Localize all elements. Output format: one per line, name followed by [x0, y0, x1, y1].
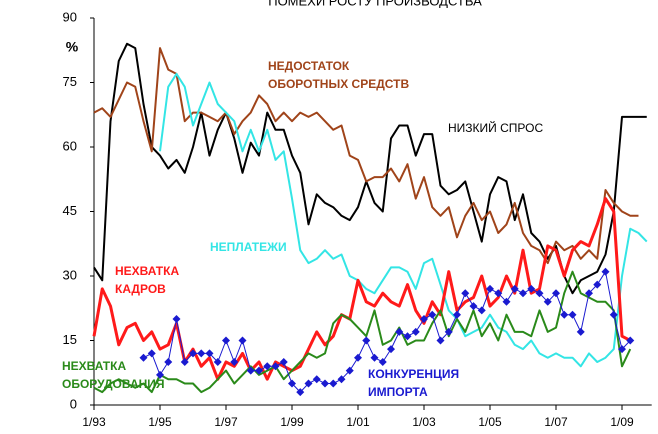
marker: [543, 297, 552, 306]
marker: [420, 315, 428, 323]
marker: [288, 379, 296, 388]
marker: [601, 267, 610, 276]
marker: [238, 336, 247, 345]
marker: [230, 358, 239, 366]
marker: [139, 353, 148, 362]
series-label: КОНКУРЕНЦИЯ ИМПОРТА: [368, 367, 460, 399]
marker: [502, 297, 511, 306]
marker: [205, 349, 214, 358]
marker: [296, 388, 305, 397]
y-tick-label: 45: [63, 203, 77, 218]
series-label: НЕПЛАТЕЖИ: [210, 240, 287, 254]
x-tick-label: 1/99: [280, 415, 304, 429]
marker: [387, 345, 395, 354]
y-tick-label: 0: [70, 396, 77, 411]
marker: [444, 327, 453, 336]
marker: [585, 289, 593, 298]
x-tick-label: 1/05: [478, 415, 502, 429]
x-tick-label: 1/09: [610, 415, 634, 429]
marker: [469, 302, 478, 311]
series-label: НИЗКИЙ СПРОС: [448, 121, 544, 135]
marker: [263, 362, 272, 371]
series-line: [93, 270, 632, 394]
marker: [560, 310, 569, 319]
marker: [222, 336, 230, 345]
x-tick-label: 1/97: [214, 415, 238, 429]
marker: [255, 366, 263, 375]
marker: [345, 366, 354, 375]
marker: [618, 345, 626, 354]
marker: [213, 358, 222, 366]
marker: [411, 327, 420, 336]
x-tick-label: 1/95: [148, 415, 172, 429]
marker: [164, 358, 173, 366]
marker: [436, 336, 445, 345]
marker: [552, 289, 560, 298]
marker: [527, 284, 536, 293]
marker: [304, 379, 313, 388]
y-tick-label: 60: [63, 138, 77, 153]
series-line: [159, 72, 648, 368]
x-tick-label: 1/93: [82, 415, 106, 429]
marker: [510, 284, 519, 293]
y-label: %: [66, 39, 79, 55]
marker: [354, 353, 362, 362]
marker: [246, 366, 255, 375]
marker: [494, 289, 503, 298]
marker: [568, 310, 577, 319]
marker: [576, 327, 585, 336]
marker: [370, 353, 379, 362]
marker: [172, 315, 181, 323]
marker: [271, 362, 280, 371]
series-label: НЕХВАТКА ОБОРУДОВАНИЯ: [62, 359, 165, 391]
marker: [593, 280, 602, 289]
marker: [486, 284, 494, 293]
series-label: НЕДОСТАТОК ОБОРОТНЫХ СРЕДСТВ: [268, 59, 410, 91]
marker: [403, 332, 412, 341]
chart-title: ПОМЕХИ РОСТУ ПРОИЗВОДСТВА: [268, 0, 482, 8]
marker: [453, 310, 461, 319]
marker: [147, 349, 156, 358]
marker: [156, 370, 164, 379]
marker: [321, 379, 329, 388]
marker: [535, 289, 544, 298]
marker: [428, 310, 437, 319]
x-tick-label: 1/07: [544, 415, 568, 429]
marker: [519, 289, 527, 298]
y-tick-label: 30: [63, 267, 77, 282]
marker: [461, 289, 470, 298]
y-tick-label: 15: [63, 332, 77, 347]
series-line: [93, 47, 639, 265]
marker: [378, 358, 387, 366]
x-tick-label: 1/03: [412, 415, 436, 429]
y-tick-label: 75: [63, 74, 77, 89]
x-tick-label: 1/01: [346, 415, 370, 429]
marker: [337, 375, 346, 384]
marker: [180, 358, 189, 366]
marker: [609, 310, 618, 319]
marker: [626, 336, 635, 345]
marker: [329, 379, 338, 388]
series-label: НЕХВАТКА КАДРОВ: [115, 264, 180, 296]
marker: [312, 375, 321, 384]
marker: [279, 358, 288, 366]
y-tick-label: 90: [63, 9, 77, 24]
marker: [197, 349, 206, 358]
marker: [395, 327, 404, 336]
marker: [362, 336, 371, 345]
marker: [189, 349, 197, 358]
marker: [477, 306, 486, 315]
